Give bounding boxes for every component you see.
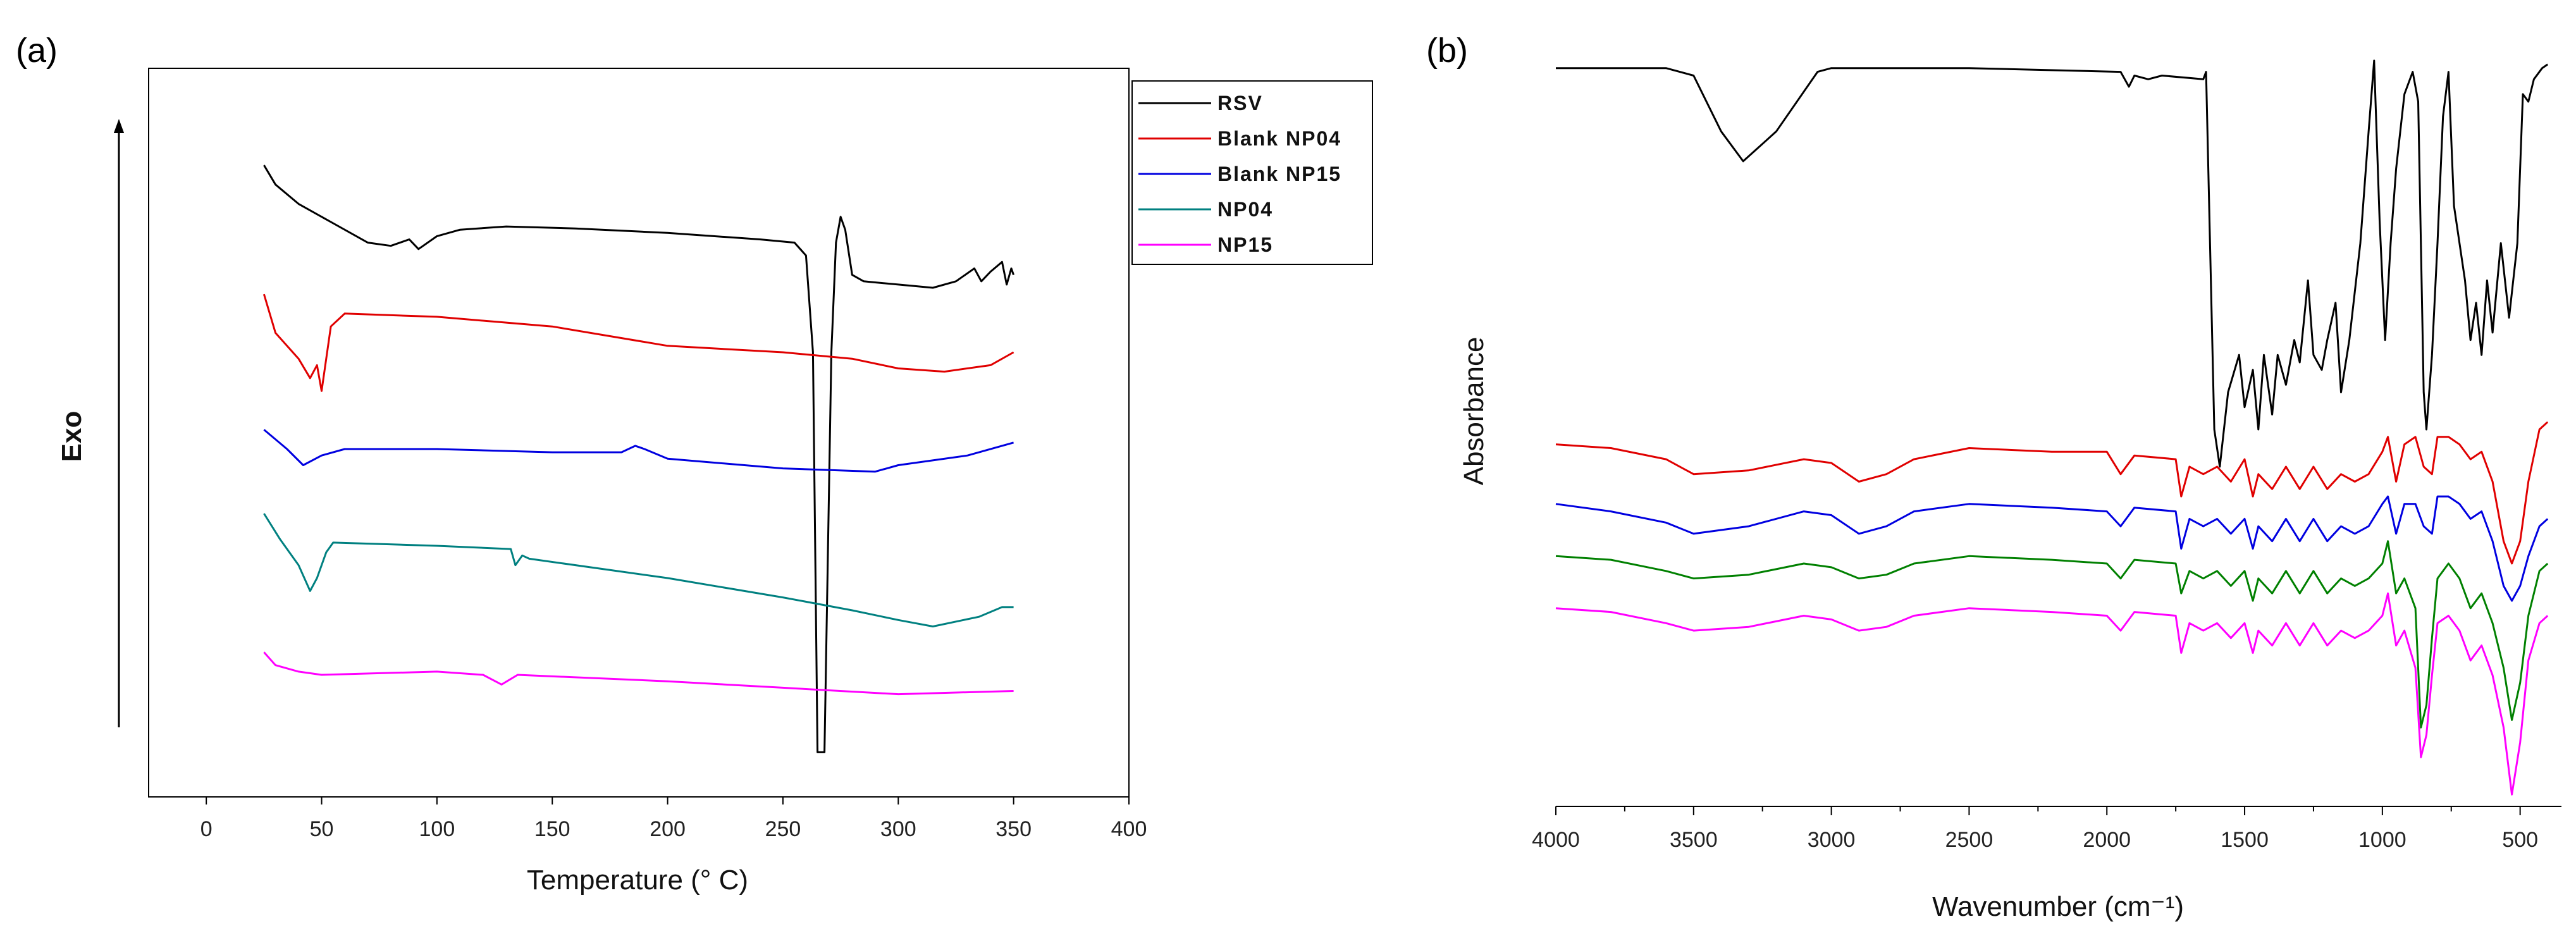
panel-b-x-tick-label: 4000 xyxy=(1532,828,1580,852)
panel-a-series-np04 xyxy=(263,513,1014,627)
panel-a-x-title: Temperature (° C) xyxy=(527,865,748,896)
legend-label-np04: NP04 xyxy=(1217,198,1273,221)
panel-a-x-tick-label: 0 xyxy=(200,817,213,841)
legend-label-blank-np15: Blank NP15 xyxy=(1217,163,1341,185)
panel-b-series-np04 xyxy=(1555,540,2549,729)
panel-a-x-tick-label: 300 xyxy=(880,817,916,841)
panel-a-y-title: Exo xyxy=(56,411,87,462)
panel-b-series xyxy=(1555,59,2549,796)
panel-a-x-tick-label: 100 xyxy=(419,817,455,841)
panel-a-x-ticks: 0 50 100 150 200 250 300 350 400 xyxy=(200,797,1147,841)
panel-a-series-rsv xyxy=(263,164,1015,753)
panel-a-legend-items: RSV Blank NP04 Blank NP15 NP04 NP15 xyxy=(1138,92,1341,256)
panel-b-series-np15 xyxy=(1555,592,2549,796)
panel-a-x-tick-label: 350 xyxy=(995,817,1032,841)
legend-label-np15: NP15 xyxy=(1217,233,1273,256)
legend-label-rsv: RSV xyxy=(1217,92,1263,114)
panel-b-y-title: Absorbance xyxy=(1458,337,1489,486)
panel-a-x-tick-label: 150 xyxy=(534,817,570,841)
panel-a-x-tick-label: 50 xyxy=(310,817,334,841)
panel-b-x-tick-label: 2500 xyxy=(1945,828,1994,852)
panel-b-x-tick-label: 3000 xyxy=(1808,828,1856,852)
panel-b-x-title: Wavenumber (cm⁻¹) xyxy=(1932,891,2184,922)
legend-label-blank-np04: Blank NP04 xyxy=(1217,127,1341,150)
panel-a-series-np15 xyxy=(263,651,1014,696)
panel-a-label: (a) xyxy=(16,32,58,70)
panel-a-series-blank-np04 xyxy=(262,293,1014,392)
panel-a-plot-frame xyxy=(148,68,1130,798)
panel-b-x-tick-label: 3500 xyxy=(1670,828,1718,852)
panel-b-series-rsv xyxy=(1556,59,2549,468)
panel-a-x-tick-label: 250 xyxy=(765,817,801,841)
exo-arrow-head-icon xyxy=(114,119,124,133)
panel-b-series-blank-np04 xyxy=(1555,421,2549,565)
panel-b-series-blank-np15 xyxy=(1555,495,2549,602)
panel-a-series-blank-np15 xyxy=(263,429,1014,473)
panel-a-legend xyxy=(1131,80,1373,265)
panel-a-series xyxy=(262,164,1015,753)
panel-b-label: (b) xyxy=(1426,32,1468,70)
panel-a: (a) 0 50 100 150 200 250 300 350 400 Exo Tempera… xyxy=(16,32,1373,896)
panel-b-x-tick-label: 1000 xyxy=(2358,828,2407,852)
panel-b: (b) 4000 3500 3000 2500 2000 1500 1000 500 Abso… xyxy=(1426,32,2561,922)
panel-b-x-tick-label: 2000 xyxy=(2083,828,2131,852)
panel-b-x-tick-label: 500 xyxy=(2502,828,2538,852)
panel-b-x-ticks: 4000 3500 3000 2500 2000 1500 1000 500 xyxy=(1532,806,2538,852)
panel-a-x-tick-label: 400 xyxy=(1111,817,1147,841)
panel-b-x-tick-label: 1500 xyxy=(2221,828,2269,852)
panel-a-x-tick-label: 200 xyxy=(650,817,686,841)
